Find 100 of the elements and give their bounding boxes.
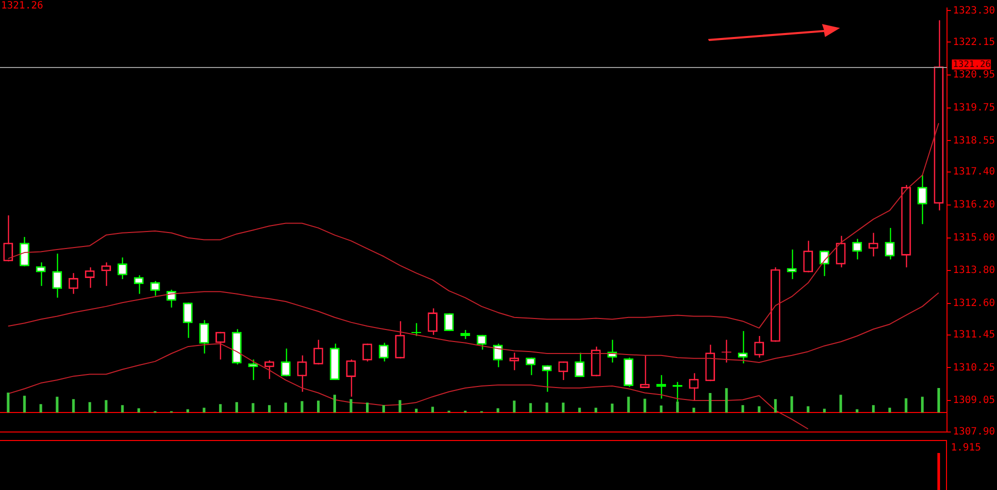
bar bbox=[872, 405, 875, 412]
candlestick bbox=[20, 236, 30, 267]
candlestick bbox=[395, 320, 405, 360]
candlestick bbox=[84, 266, 95, 288]
ref-line-label: 1321.26 bbox=[952, 60, 991, 70]
candlestick bbox=[280, 348, 291, 377]
bar bbox=[186, 409, 190, 412]
candlestick bbox=[199, 320, 209, 354]
candlestick bbox=[118, 256, 128, 280]
candlestick bbox=[362, 343, 372, 362]
bar bbox=[708, 393, 712, 412]
candlestick bbox=[134, 274, 144, 294]
bar bbox=[627, 396, 630, 412]
bar bbox=[839, 394, 842, 412]
bar bbox=[823, 408, 826, 412]
candlestick bbox=[313, 339, 324, 366]
bar bbox=[121, 405, 124, 412]
bar bbox=[414, 408, 418, 412]
bar bbox=[774, 399, 777, 412]
candlestick bbox=[738, 330, 748, 364]
y-tick-label: 1318.55 bbox=[952, 135, 996, 146]
y-tick-label: 1322.15 bbox=[952, 36, 996, 48]
bar bbox=[610, 404, 614, 412]
bar bbox=[741, 405, 744, 412]
bar bbox=[202, 408, 206, 412]
bar bbox=[644, 398, 646, 412]
candlestick bbox=[688, 372, 699, 402]
bar bbox=[39, 404, 42, 412]
bar bbox=[692, 408, 696, 412]
text: 1.915 bbox=[950, 442, 981, 454]
bar bbox=[219, 404, 222, 412]
bar bbox=[23, 396, 26, 412]
y-tick-label: 1312.60 bbox=[952, 298, 996, 310]
bar bbox=[790, 396, 794, 412]
candlestick bbox=[542, 364, 552, 392]
y-tick-label: 1310.25 bbox=[952, 362, 996, 374]
bar bbox=[300, 401, 304, 412]
candlestick bbox=[101, 262, 112, 287]
bar bbox=[562, 402, 565, 412]
bar bbox=[72, 399, 75, 412]
y-tick-label: 1311.45 bbox=[952, 329, 996, 340]
bar bbox=[888, 408, 892, 412]
candlestick bbox=[476, 334, 486, 350]
bar bbox=[398, 400, 402, 412]
candlestick bbox=[411, 322, 422, 337]
candlestick bbox=[526, 356, 536, 376]
bar bbox=[56, 396, 58, 412]
bar bbox=[529, 403, 532, 412]
bar bbox=[252, 403, 254, 412]
candlestick bbox=[917, 174, 928, 225]
bar bbox=[758, 406, 760, 412]
bar bbox=[676, 402, 679, 412]
y-tick-label: 1320.95 bbox=[952, 70, 996, 81]
candlestick bbox=[264, 360, 274, 380]
y-tick-label: 1309.05 bbox=[952, 395, 996, 406]
bar bbox=[88, 402, 92, 412]
candlestick bbox=[509, 352, 520, 371]
bar bbox=[235, 402, 238, 412]
candlestick bbox=[803, 240, 813, 273]
candlestick bbox=[868, 232, 878, 257]
bar bbox=[578, 408, 581, 412]
y-tick-label: 1313.80 bbox=[952, 265, 996, 276]
bar bbox=[904, 398, 908, 412]
candlestick bbox=[150, 280, 160, 296]
bar bbox=[6, 392, 10, 412]
bar bbox=[921, 396, 924, 412]
bar bbox=[431, 406, 434, 412]
candlestick bbox=[36, 262, 46, 287]
candlestick bbox=[3, 214, 14, 262]
bar bbox=[512, 400, 516, 412]
bar bbox=[268, 405, 271, 412]
bar bbox=[725, 388, 728, 412]
candlestick bbox=[836, 235, 846, 268]
y-tick-label: 1319.75 bbox=[952, 102, 996, 114]
bar bbox=[284, 402, 288, 412]
candlestick bbox=[52, 253, 62, 298]
bar bbox=[660, 406, 662, 412]
candlestick bbox=[182, 302, 193, 338]
y-tick-label: 1315.00 bbox=[952, 232, 996, 244]
y-tick-label: 1316.20 bbox=[952, 200, 996, 211]
y-tick-label: 1323.30 bbox=[952, 5, 996, 16]
bar bbox=[937, 388, 940, 412]
bar bbox=[382, 405, 385, 412]
y-tick-label: 1307.90 bbox=[952, 426, 996, 438]
y-tick-label: 1317.40 bbox=[952, 166, 996, 178]
candlestick bbox=[346, 358, 356, 398]
candlestick bbox=[590, 346, 601, 377]
candlestick bbox=[852, 238, 862, 260]
bar bbox=[546, 402, 548, 412]
bar bbox=[856, 409, 858, 412]
bar bbox=[333, 394, 336, 412]
bar bbox=[806, 406, 810, 412]
bar bbox=[350, 399, 352, 412]
bar bbox=[317, 400, 320, 412]
bar bbox=[104, 400, 108, 412]
bar bbox=[594, 408, 598, 412]
candlestick bbox=[428, 308, 438, 336]
candlestick bbox=[884, 227, 895, 260]
bar bbox=[366, 402, 369, 412]
annotation: 1321.26 bbox=[1, 0, 44, 12]
